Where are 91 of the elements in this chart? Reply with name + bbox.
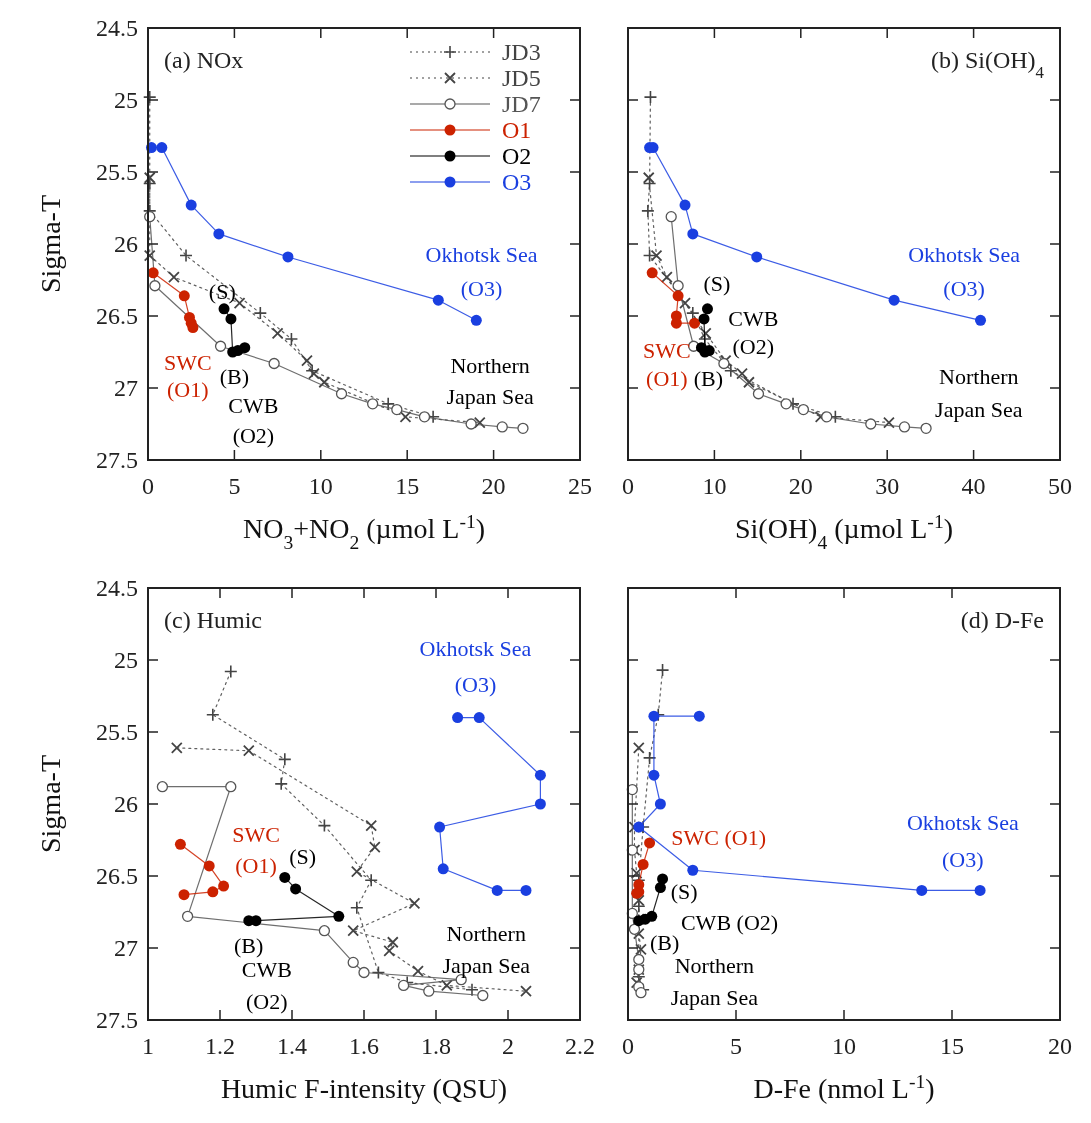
- annotation: (O2): [246, 989, 288, 1015]
- text: (d) D-Fe: [960, 607, 1044, 633]
- x-tick-label: 20: [1048, 1033, 1072, 1059]
- x-tick-label: 30: [875, 473, 900, 499]
- x-tick-label: 0: [622, 1033, 634, 1059]
- annotation: Okhotsk Sea: [419, 636, 532, 662]
- annotation: Okhotsk Sea: [906, 810, 1019, 836]
- y-tick-label: 26.5: [96, 303, 138, 330]
- annotation: (O2): [232, 423, 275, 449]
- y-axis-title: Sigma-T: [35, 195, 66, 293]
- y-tick-label: 24.5: [96, 575, 138, 602]
- annotation: SWC: [232, 821, 280, 847]
- x-tick-label: 50: [1048, 473, 1072, 499]
- x-tick-label: 20: [481, 473, 506, 499]
- text: (c) Humic: [164, 607, 262, 633]
- annotation: (B): [650, 929, 680, 955]
- legend-label: JD5: [502, 65, 541, 92]
- x-axis-title: Si(OH)$_{4}$ (µmol L$^{-1}$): [734, 510, 954, 553]
- annotation: (O1): [646, 365, 688, 391]
- x-tick-label: 1.4: [277, 1033, 307, 1059]
- legend-label: JD3: [502, 39, 541, 66]
- legend-label: O3: [502, 169, 532, 196]
- x-tick-label: 1.6: [349, 1033, 379, 1059]
- x-tick-label: 2.2: [565, 1033, 595, 1059]
- x-tick-label: 1: [142, 1033, 154, 1059]
- annotation: (O3): [942, 846, 984, 872]
- annotation: (O3): [943, 276, 985, 302]
- y-tick-label: 26.5: [96, 863, 138, 890]
- y-tick-label: 27.5: [96, 1007, 138, 1034]
- text: (b) Si(OH)$_{4}$: [930, 47, 1045, 82]
- x-tick-label: 1.8: [421, 1033, 451, 1059]
- annotation: Northern: [446, 921, 526, 947]
- y-tick-label: 25.5: [96, 719, 138, 746]
- annotation: (O3): [454, 672, 497, 698]
- x-tick-label: 1.2: [205, 1033, 235, 1059]
- annotation: Japan Sea: [935, 397, 1023, 423]
- y-tick-label: 27.5: [96, 447, 138, 474]
- y-tick-label: 25: [114, 647, 138, 674]
- annotation: CWB: [728, 306, 779, 332]
- x-tick-label: 15: [395, 473, 420, 499]
- x-axis-title: Humic F-intensity (QSU): [220, 1073, 508, 1104]
- annotation: SWC: [643, 338, 691, 364]
- annotation: (S): [670, 879, 698, 905]
- annotation: (B): [219, 364, 250, 390]
- annotation: Okhotsk Sea: [908, 241, 1021, 267]
- annotation: Japan Sea: [442, 952, 531, 978]
- y-tick-label: 24.5: [96, 15, 138, 42]
- y-tick-label: 27: [114, 935, 138, 962]
- annotation: (O2): [732, 334, 775, 360]
- y-axis-title: Sigma-T: [35, 755, 66, 853]
- x-axis-title: D-Fe (nmol L$^{-1}$): [753, 1070, 935, 1104]
- annotation: (O1): [235, 853, 277, 879]
- x-tick-label: 5: [228, 473, 241, 499]
- annotation: CWB: [228, 392, 279, 418]
- annotation: CWB (O2): [680, 909, 779, 935]
- annotation: (S): [289, 843, 317, 869]
- annotation: (B): [693, 365, 724, 391]
- annotation: Northern: [939, 364, 1019, 390]
- legend-label: JD7: [502, 91, 541, 118]
- annotation: (O1): [166, 377, 209, 403]
- legend-label: O2: [502, 143, 532, 170]
- annotation: Japan Sea: [446, 384, 535, 410]
- annotation: (B): [233, 932, 264, 958]
- x-tick-label: 10: [308, 473, 333, 499]
- x-tick-label: 10: [832, 1033, 856, 1059]
- y-tick-label: 26: [114, 231, 138, 258]
- annotation: SWC: [163, 349, 212, 375]
- y-tick-label: 26: [114, 791, 138, 818]
- annotation: (S): [208, 279, 236, 305]
- y-tick-label: 25: [114, 87, 138, 114]
- annotation: SWC (O1): [671, 824, 767, 850]
- annotation: (S): [703, 270, 731, 296]
- x-tick-label: 2: [502, 1033, 514, 1059]
- x-tick-label: 25: [568, 473, 592, 499]
- annotation: CWB: [241, 957, 292, 983]
- y-tick-label: 25.5: [96, 159, 138, 186]
- annotation: Okhotsk Sea: [425, 241, 538, 267]
- x-tick-label: 5: [730, 1033, 742, 1059]
- x-tick-label: 20: [788, 473, 813, 499]
- x-tick-label: 40: [961, 473, 986, 499]
- annotation: Northern: [450, 352, 530, 378]
- x-tick-label: 15: [940, 1033, 964, 1059]
- x-tick-label: 0: [622, 473, 634, 499]
- y-tick-label: 27: [114, 375, 138, 402]
- x-tick-label: 0: [142, 473, 154, 499]
- x-axis-title: NO$_{3}$+NO$_{2}$ (µmol L$^{-1}$): [242, 510, 486, 553]
- x-tick-label: 10: [702, 473, 727, 499]
- annotation: (O3): [460, 276, 503, 302]
- legend-label: O1: [502, 117, 532, 144]
- text: (a) NOx: [164, 47, 244, 73]
- annotation: Japan Sea: [670, 984, 759, 1010]
